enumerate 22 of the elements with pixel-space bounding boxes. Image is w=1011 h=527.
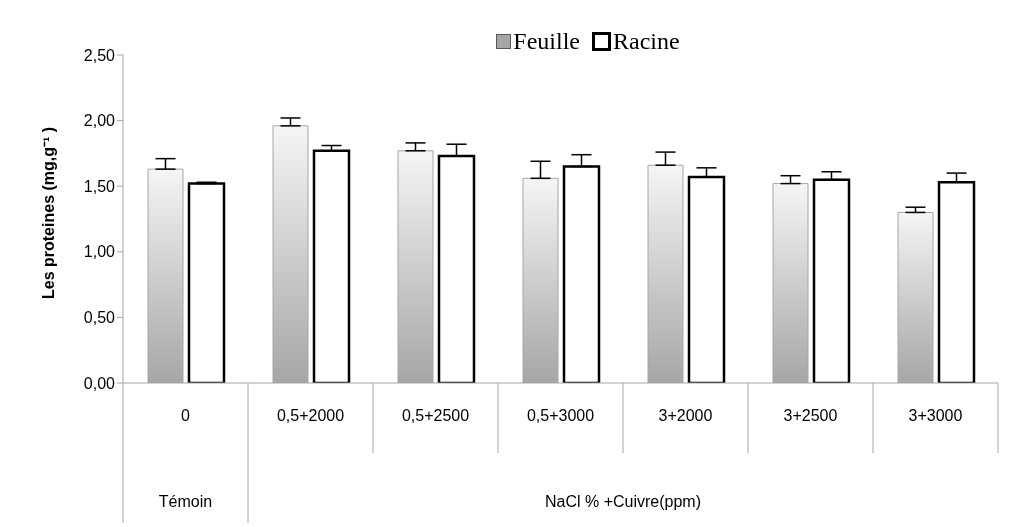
- y-tick-label: 2,50: [83, 46, 116, 64]
- x-tick-label: 0: [181, 407, 191, 424]
- x-tick-label: 0,5+3000: [526, 407, 595, 424]
- x-tick-label: 0,5+2000: [276, 407, 345, 424]
- bar: [437, 154, 476, 383]
- bar: [312, 149, 351, 383]
- text: Témoin: [157, 493, 214, 511]
- legend-label: Feuille: [512, 28, 580, 55]
- y-tick-label: 1,50: [83, 177, 116, 195]
- bar: [687, 175, 726, 383]
- y-tick-label: 1,00: [83, 243, 116, 261]
- x-tick-label: 0,5+2500: [401, 407, 470, 424]
- y-axis-title: Les proteines (mg,g⁻¹ ): [39, 126, 57, 299]
- legend-label: Racine: [612, 28, 680, 55]
- y-tick-label: 2,00: [83, 112, 116, 130]
- x-tick-label: 3+3000: [908, 407, 963, 424]
- bar: [187, 182, 226, 383]
- x-tick-label: 3+2500: [783, 407, 838, 424]
- y-tick-label: 0,00: [83, 374, 116, 392]
- y-tick-label: 0,50: [83, 309, 116, 327]
- x-tick-label: 3+2000: [658, 407, 713, 424]
- text: NaCl % +Cuivre(ppm): [543, 493, 702, 511]
